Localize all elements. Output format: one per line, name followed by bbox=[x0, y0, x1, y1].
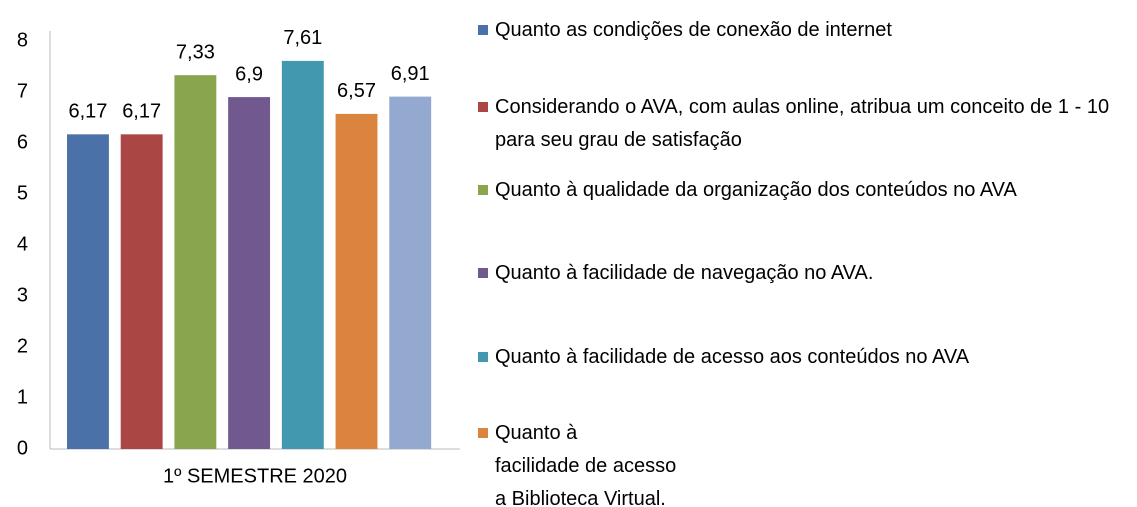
bar bbox=[335, 113, 378, 450]
data-label: 6,17 bbox=[68, 101, 107, 123]
bar bbox=[174, 75, 217, 450]
bar bbox=[67, 134, 109, 449]
data-label: 6,17 bbox=[122, 101, 161, 123]
legend-label: Quanto à qualidade da organização dos co… bbox=[495, 179, 1017, 201]
legend-item: Considerando o AVA, com aulas online, at… bbox=[478, 91, 1135, 157]
legend-item: Quanto à facilidade de navegação no AVA. bbox=[478, 257, 1135, 290]
legend-swatch bbox=[478, 268, 488, 278]
legend-label: Quanto à facilidade de acesso a Bibliote… bbox=[495, 422, 677, 507]
bar bbox=[281, 60, 324, 449]
data-label: 6,57 bbox=[337, 80, 376, 102]
legend-item: Quanto as condições de conexão de intern… bbox=[478, 14, 1135, 47]
legend-swatch bbox=[478, 102, 488, 112]
legend-item: Quanto à facilidade de acesso a Bibliote… bbox=[478, 417, 1135, 507]
y-tick-label: 8 bbox=[17, 29, 28, 51]
legend-swatch bbox=[478, 428, 488, 438]
legend-label: Quanto à facilidade de navegação no AVA. bbox=[495, 262, 874, 284]
data-label: 7,61 bbox=[283, 27, 322, 49]
bar bbox=[228, 97, 271, 449]
legend-swatch bbox=[478, 25, 488, 35]
bar bbox=[389, 96, 432, 449]
legend-item: Quanto à facilidade de acesso aos conteú… bbox=[478, 341, 1135, 374]
bar bbox=[120, 134, 163, 449]
y-tick-label: 5 bbox=[17, 182, 28, 204]
legend-swatch bbox=[478, 352, 488, 362]
x-tick-label: 1º SEMESTRE 2020 bbox=[163, 465, 347, 487]
data-label: 7,33 bbox=[176, 41, 215, 63]
data-label: 6,91 bbox=[391, 63, 430, 85]
legend-item: Quanto à qualidade da organização dos co… bbox=[478, 174, 1135, 207]
legend-swatch bbox=[478, 185, 488, 195]
data-label: 6,9 bbox=[235, 63, 263, 85]
y-tick-label: 6 bbox=[17, 131, 28, 153]
y-tick-label: 4 bbox=[17, 233, 28, 255]
y-tick-label: 0 bbox=[17, 437, 28, 459]
legend-label: Quanto as condições de conexão de intern… bbox=[495, 19, 892, 41]
y-tick-label: 7 bbox=[17, 80, 28, 102]
y-tick-label: 1 bbox=[17, 386, 28, 408]
legend-label: Quanto à facilidade de acesso aos conteú… bbox=[495, 346, 970, 368]
y-tick-label: 2 bbox=[17, 335, 28, 357]
legend-label: Considerando o AVA, com aulas online, at… bbox=[495, 96, 1110, 151]
y-tick-label: 3 bbox=[17, 284, 28, 306]
